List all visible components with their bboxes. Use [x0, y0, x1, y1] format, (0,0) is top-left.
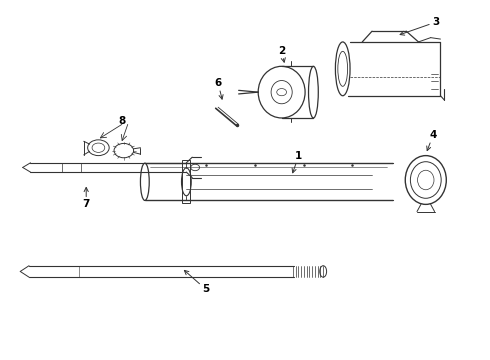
Text: 5: 5 [184, 270, 210, 294]
Text: 8: 8 [118, 116, 125, 126]
Text: 1: 1 [292, 150, 302, 173]
Text: 2: 2 [278, 46, 285, 62]
Bar [182, 160, 190, 203]
Text: 3: 3 [400, 17, 439, 35]
Text: 7: 7 [82, 188, 90, 210]
Text: 4: 4 [427, 130, 437, 150]
Text: 6: 6 [215, 78, 223, 99]
